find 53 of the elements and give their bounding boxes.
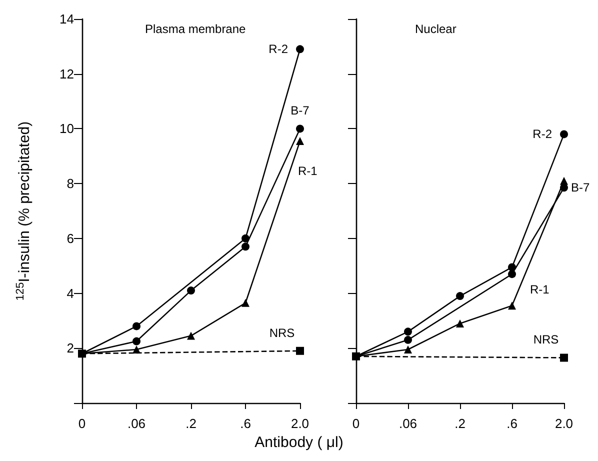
point [404, 328, 412, 336]
point [560, 354, 568, 362]
point [242, 298, 250, 307]
point [560, 176, 568, 185]
point [242, 234, 250, 242]
x-tick-label: 2.0 [554, 416, 574, 431]
x-tick-label: 2.0 [290, 416, 310, 431]
point [404, 336, 412, 344]
point [352, 352, 360, 360]
point [508, 302, 516, 310]
point [508, 263, 516, 272]
y-tick-label: 4 [66, 286, 74, 301]
point [132, 337, 140, 346]
series-label: R-2 [532, 127, 552, 142]
y-tick-label: 8 [66, 176, 74, 192]
point [187, 286, 195, 295]
point [456, 319, 464, 328]
x-tick-label: 0 [352, 416, 360, 431]
y-tick-label: 10 [60, 121, 74, 136]
series-label: B-7 [290, 104, 310, 118]
x-tick-label: 0 [78, 416, 86, 431]
chart-title: Nuclear [415, 22, 456, 36]
x-tick-label: .06 [127, 416, 146, 431]
x-tick-label: .2 [454, 416, 466, 431]
x-tick-label: .2 [186, 416, 196, 431]
y-tick-label: 2 [66, 340, 74, 356]
x-tick-label: .6 [240, 416, 251, 431]
y-axis-title: 125I-insulin (% precipitated) [14, 121, 33, 301]
point [78, 350, 86, 358]
series-label: B-7 [571, 180, 590, 195]
chart-title: Plasma membrane [145, 22, 246, 36]
point [508, 270, 516, 278]
point [404, 346, 412, 354]
series-label: NRS [533, 332, 559, 347]
series-label: NRS [269, 326, 295, 340]
point [242, 242, 250, 251]
point [456, 292, 464, 300]
point [187, 332, 195, 340]
series-label: R-2 [268, 42, 288, 56]
y-tick-label: 14 [60, 12, 74, 26]
point [296, 124, 304, 133]
point [560, 130, 568, 138]
x-tick-label: .06 [398, 416, 418, 431]
point [132, 322, 140, 330]
point [296, 346, 304, 355]
point [296, 137, 304, 146]
series-label: R-1 [530, 282, 550, 297]
x-axis-title: Antibody ( μl) [254, 434, 344, 451]
y-tick-label: 12 [60, 66, 74, 82]
x-tick-label: .6 [506, 416, 518, 431]
y-tick-label: 6 [66, 230, 74, 246]
point [296, 45, 304, 54]
series-label: R-1 [298, 164, 318, 178]
